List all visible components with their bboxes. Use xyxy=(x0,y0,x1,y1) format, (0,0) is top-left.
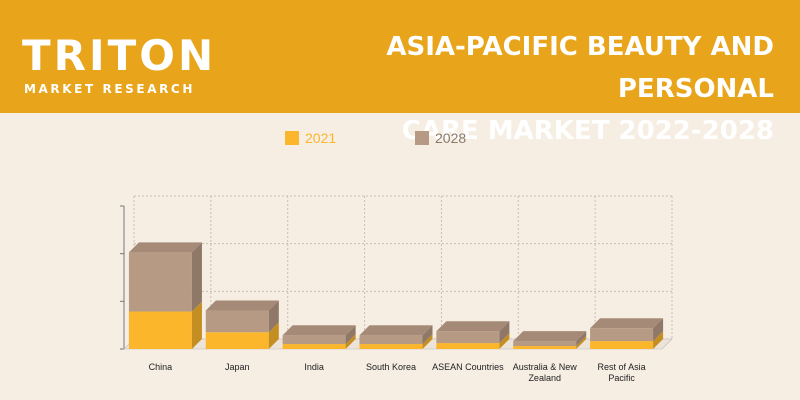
logo-subtitle: MARKET RESEARCH xyxy=(24,82,195,96)
bar-2028-3-side xyxy=(422,325,433,345)
chart-legend: 2021 2028 xyxy=(0,130,800,150)
bar-2028-1-top xyxy=(205,300,279,311)
bar-2028-1-front xyxy=(205,310,269,333)
legend-label-2021: 2021 xyxy=(305,130,337,146)
bar-2028-2-front xyxy=(282,335,346,345)
bar-2028-6-side xyxy=(653,318,664,342)
logo-wordmark: TRITON xyxy=(22,31,217,80)
category-label-2: India xyxy=(304,362,324,372)
bar-2028-2-top xyxy=(282,325,356,336)
bar-group-4 xyxy=(436,321,510,349)
bar-group-3 xyxy=(359,325,433,349)
bar-2021-3-side xyxy=(422,334,433,349)
category-label-3: South Korea xyxy=(366,362,416,372)
legend-item-2028: 2028 xyxy=(415,130,466,146)
bar-2021-2-front xyxy=(282,344,346,349)
bar-2028-4-top xyxy=(436,321,510,332)
bar-2028-6-top xyxy=(590,318,664,329)
bar-group-2 xyxy=(282,325,356,349)
bar-2021-5-side xyxy=(576,336,587,349)
page-title: ASIA-PACIFIC BEAUTY AND PERSONAL CARE MA… xyxy=(234,26,774,152)
bar-group-0 xyxy=(128,242,202,349)
category-label-5: Australia & New Zealand xyxy=(513,362,578,383)
bar-2021-4-front xyxy=(436,343,500,349)
bar-2028-5-front xyxy=(513,341,577,347)
legend-label-2028: 2028 xyxy=(435,130,467,146)
legend-swatch-2021 xyxy=(285,131,299,145)
legend-swatch-2028 xyxy=(415,131,429,145)
title-line-2: CARE MARKET 2022-2028 xyxy=(401,116,774,146)
bar-2021-1-front xyxy=(205,332,269,349)
bar-2028-2-side xyxy=(345,325,356,345)
bar-group-5 xyxy=(513,331,587,349)
bar-2028-3-front xyxy=(359,335,423,345)
bar-2021-0-front xyxy=(128,311,192,349)
bar-2028-5-side xyxy=(576,331,587,347)
bar-2021-1-side xyxy=(268,322,279,349)
bar-2028-4-side xyxy=(499,321,510,344)
bar-group-6 xyxy=(590,318,664,349)
bar-2021-6-front xyxy=(590,341,654,349)
bar-2021-5-front xyxy=(513,346,577,349)
chart-bars xyxy=(128,242,664,349)
bar-2028-4-front xyxy=(436,331,500,344)
bar-2028-1-side xyxy=(268,300,279,333)
legend-item-2021: 2021 xyxy=(285,130,336,146)
bar-2028-6-front xyxy=(590,328,654,342)
bar-2028-0-front xyxy=(128,252,192,312)
category-label-1: Japan xyxy=(225,362,250,372)
bar-2028-0-top xyxy=(128,242,202,253)
bar-2021-3-front xyxy=(359,344,423,349)
bar-2021-2-side xyxy=(345,334,356,349)
header-banner: TRITON MARKET RESEARCH ASIA-PACIFIC BEAU… xyxy=(0,0,800,146)
bar-2028-3-top xyxy=(359,325,433,336)
bar-2021-4-side xyxy=(499,333,510,349)
category-label-0: China xyxy=(149,362,173,372)
bar-2028-0-side xyxy=(191,242,202,312)
bar-2028-5-top xyxy=(513,331,587,342)
category-labels: China Japan India South Korea ASEAN Countrie… xyxy=(149,362,646,383)
category-label-4: ASEAN Countries xyxy=(432,362,504,372)
bar-2021-6-side xyxy=(653,331,664,349)
category-label-6: Rest of Asia Pacific xyxy=(598,362,646,383)
triton-logo: TRITON MARKET RESEARCH xyxy=(22,34,213,98)
title-line-1: ASIA-PACIFIC BEAUTY AND PERSONAL xyxy=(386,32,774,104)
bar-group-1 xyxy=(205,300,279,349)
bar-2021-0-side xyxy=(191,301,202,349)
